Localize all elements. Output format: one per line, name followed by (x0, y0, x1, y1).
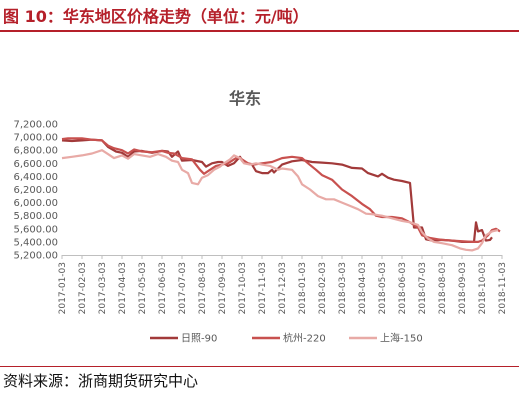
x-tick-label: 2018-08-03 (438, 262, 448, 314)
x-tick-label: 2017-03-03 (98, 262, 108, 314)
price-trend-chart: 华东 5,200.00 5,400.00 5,600.00 5,800.00 6,000… (13, 89, 508, 345)
bottom-rule (0, 366, 519, 367)
x-tick-label: 2018-06-03 (398, 262, 408, 314)
y-tick-label: 6,400.00 (13, 172, 58, 183)
x-tick-label: 2018-01-03 (298, 262, 308, 314)
series-line-2 (61, 137, 501, 243)
x-tick-label: 2018-07-03 (418, 262, 428, 314)
y-tick-label: 5,600.00 (13, 224, 58, 235)
x-tick-label: 2018-09-03 (458, 262, 468, 314)
legend-label: 杭州-220 (283, 332, 326, 345)
x-tick-label: 2018-05-03 (378, 262, 388, 314)
series-line-3 (61, 149, 499, 252)
x-tick-label: 2018-04-03 (358, 262, 368, 314)
chart-title: 华东 (229, 89, 261, 108)
x-tick-label: 2017-09-03 (218, 262, 228, 314)
legend-label: 上海-150 (380, 332, 423, 345)
x-tick-label: 2017-02-03 (78, 262, 88, 314)
y-tick-label: 5,200.00 (13, 251, 58, 262)
y-tick-label: 5,400.00 (13, 237, 58, 248)
x-tick-label: 2017-01-03 (58, 262, 68, 314)
y-tick-label: 6,800.00 (13, 146, 58, 157)
y-tick-label: 5,800.00 (13, 211, 58, 222)
x-tick-label: 2017-04-03 (118, 262, 128, 314)
legend-label: 日照-90 (181, 333, 217, 345)
x-tick-label: 2017-10-03 (238, 262, 248, 314)
x-tick-label: 2017-12-03 (278, 262, 288, 314)
figure-title: 图 10：华东地区价格走势（单位：元/吨） (3, 7, 309, 26)
y-axis: 5,200.00 5,400.00 5,600.00 5,800.00 6,000.00… (13, 120, 58, 262)
source-note: 资料来源：浙商期货研究中心 (3, 372, 199, 390)
x-tick-label: 2017-11-03 (258, 262, 268, 314)
x-tick-label: 2017-08-03 (198, 262, 208, 314)
title-rule (0, 30, 519, 32)
x-tick-label: 2018-10-03 (478, 262, 488, 314)
y-tick-label: 7,000.00 (13, 133, 58, 144)
x-tick-label: 2017-05-03 (138, 262, 148, 314)
y-tick-label: 6,200.00 (13, 185, 58, 196)
x-axis: 2017-01-03 2017-02-03 2017-03-03 2017-04-03… (58, 255, 508, 314)
plot-area (61, 137, 501, 252)
series-line-1 (61, 138, 493, 243)
y-tick-label: 7,200.00 (13, 120, 58, 131)
x-tick-label: 2018-02-03 (318, 262, 328, 314)
y-tick-label: 6,000.00 (13, 198, 58, 209)
x-tick-label: 2018-11-03 (498, 262, 508, 314)
legend: 日照-90 杭州-220 上海-150 (150, 332, 423, 345)
y-tick-label: 6,600.00 (13, 159, 58, 170)
x-tick-label: 2018-03-03 (338, 262, 348, 314)
x-tick-label: 2017-07-03 (178, 262, 188, 314)
x-tick-label: 2017-06-03 (158, 262, 168, 314)
